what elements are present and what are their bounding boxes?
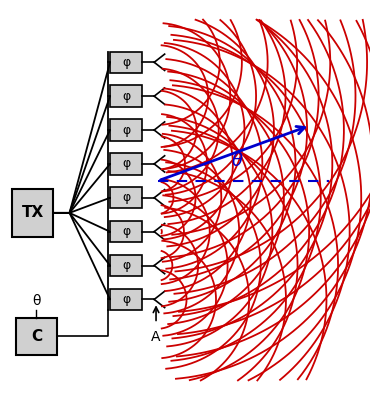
FancyBboxPatch shape bbox=[110, 255, 142, 276]
Text: A: A bbox=[151, 330, 161, 344]
Text: θ: θ bbox=[232, 152, 243, 170]
Text: φ: φ bbox=[122, 56, 130, 69]
Text: C: C bbox=[31, 329, 42, 344]
Text: φ: φ bbox=[122, 191, 130, 204]
FancyBboxPatch shape bbox=[110, 52, 142, 73]
Text: φ: φ bbox=[122, 293, 130, 306]
Text: φ: φ bbox=[122, 158, 130, 170]
FancyBboxPatch shape bbox=[110, 221, 142, 242]
FancyBboxPatch shape bbox=[16, 318, 57, 355]
Text: φ: φ bbox=[122, 259, 130, 272]
Text: φ: φ bbox=[122, 90, 130, 103]
Text: φ: φ bbox=[122, 124, 130, 136]
FancyBboxPatch shape bbox=[110, 153, 142, 174]
Text: φ: φ bbox=[122, 225, 130, 238]
Text: θ: θ bbox=[32, 294, 40, 308]
FancyBboxPatch shape bbox=[110, 187, 142, 208]
FancyBboxPatch shape bbox=[13, 189, 53, 237]
FancyBboxPatch shape bbox=[110, 119, 142, 141]
FancyBboxPatch shape bbox=[110, 86, 142, 107]
FancyBboxPatch shape bbox=[110, 289, 142, 310]
Text: TX: TX bbox=[22, 205, 44, 220]
